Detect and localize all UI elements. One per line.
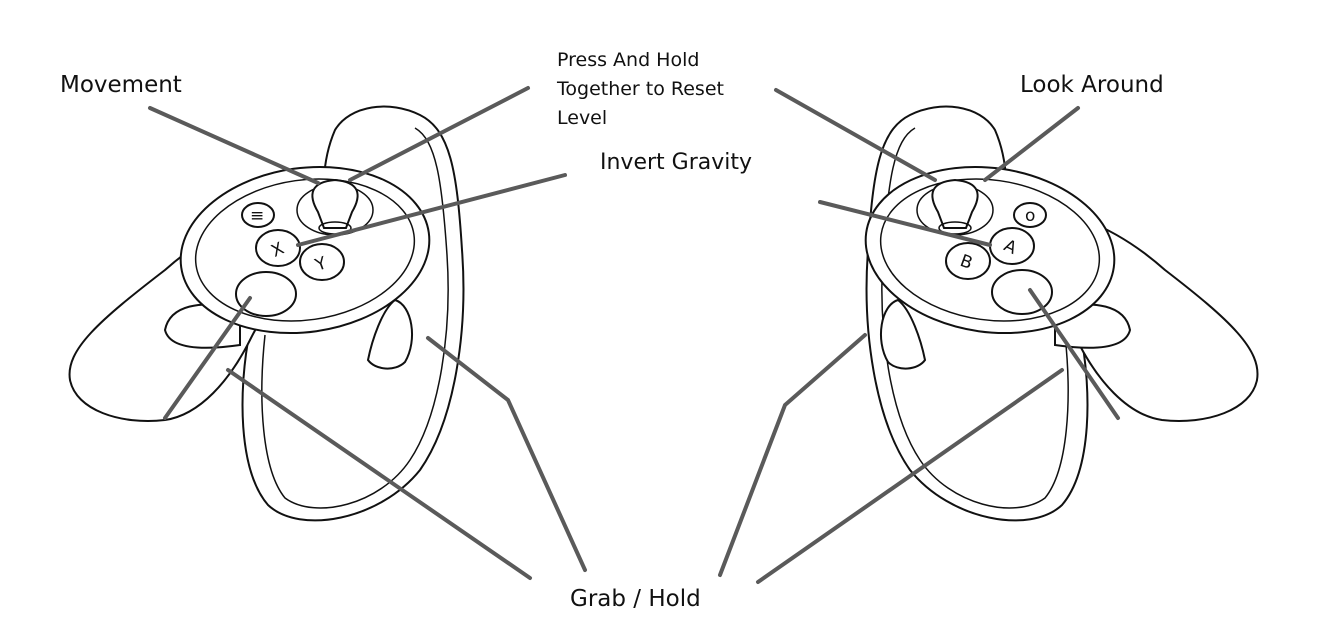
leader-lines	[148, 86, 1120, 584]
invert-gravity-leader-left	[296, 173, 567, 247]
right-oculus-button-glyph: o	[1025, 206, 1035, 226]
invert-gravity-label: Invert Gravity	[600, 150, 753, 175]
left-controller: ≡ X Y	[68, 105, 465, 522]
reset-leader-right	[774, 88, 937, 182]
left-grip-button	[366, 298, 413, 370]
left-x-button	[255, 229, 301, 267]
left-y-button	[299, 243, 345, 281]
reset-leader-left	[348, 86, 530, 182]
grab-leader-right-3	[1028, 288, 1120, 420]
grab-hold-label: Grab / Hold	[570, 586, 701, 612]
look-around-leader	[983, 106, 1080, 182]
movement-label: Movement	[60, 72, 182, 98]
movement-leader	[148, 106, 320, 185]
reset-level-label-line2: Together to Reset	[557, 78, 724, 100]
grab-leader-left-1	[163, 296, 252, 420]
reset-level-label: Press And Hold Together to Reset Level	[557, 46, 724, 133]
grab-leader-right-1	[718, 333, 867, 577]
left-thumbstick	[311, 178, 359, 229]
grab-leader-left-3	[426, 336, 587, 572]
right-thumbstick	[931, 178, 979, 229]
invert-gravity-leader-right	[818, 200, 992, 247]
grab-leader-right-2	[756, 368, 1064, 584]
left-menu-button-glyph: ≡	[250, 206, 264, 226]
right-b-button	[945, 242, 991, 280]
left-thumb-rest	[235, 271, 297, 317]
right-grip-button	[880, 298, 927, 370]
grab-leader-left-2	[226, 368, 532, 580]
right-oculus-button	[1013, 202, 1047, 228]
left-menu-button	[241, 202, 275, 228]
look-around-label: Look Around	[1020, 72, 1164, 98]
reset-level-label-line3: Level	[557, 107, 608, 129]
reset-level-label-line1: Press And Hold	[557, 49, 700, 71]
right-controller: o A B	[864, 105, 1259, 522]
